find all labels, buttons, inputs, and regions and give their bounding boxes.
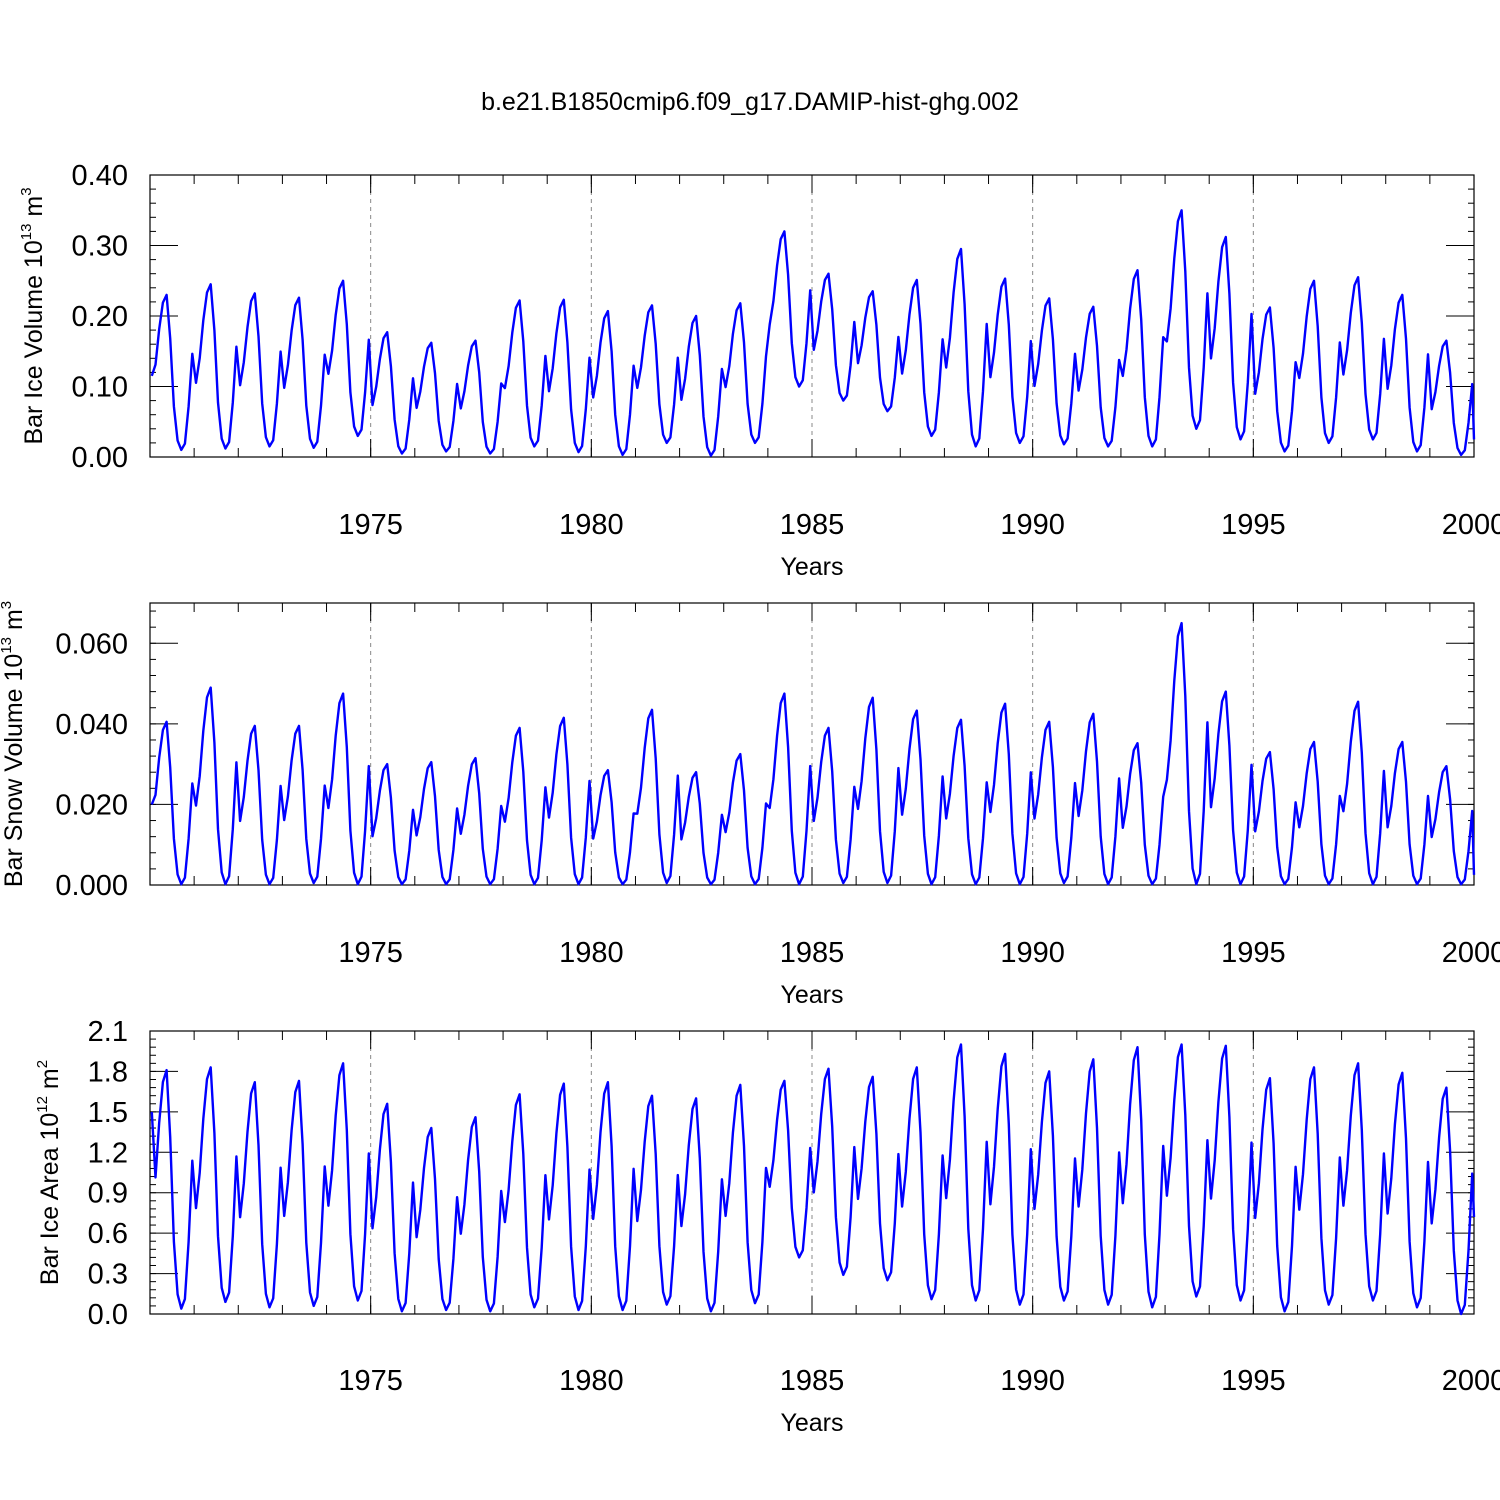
x-tick-label: 1990 <box>1000 509 1065 541</box>
x-tick-label: 2000 <box>1442 509 1500 541</box>
x-axis-title: Years <box>780 553 843 581</box>
y-tick-label: 0.30 <box>72 231 128 263</box>
plot-frame <box>149 602 1475 886</box>
y-tick-label: 0.20 <box>72 301 128 333</box>
snow-volume-panel: 0.000 0.020 0.040 0.060 1975 1980 1985 1990 1995… <box>0 601 1500 1009</box>
y-tick-label: 0.060 <box>55 628 128 660</box>
figure-title: b.e21.B1850cmip6.f09_g17.DAMIP-hist-ghg.… <box>481 88 1019 116</box>
y-tick-label: 0.40 <box>72 160 128 192</box>
x-tick-label: 1985 <box>780 509 845 541</box>
x-tick-label: 1975 <box>338 937 403 969</box>
x-tick-label: 1980 <box>559 509 624 541</box>
x-tick-label: 1995 <box>1221 937 1286 969</box>
y-tick-label: 1.2 <box>88 1137 128 1169</box>
ice-area-series-line <box>150 1043 1476 1316</box>
ice-volume-series-line <box>150 209 1476 457</box>
y-tick-label: 0.000 <box>55 870 128 902</box>
plot-frame <box>149 1030 1475 1315</box>
x-axis-title: Years <box>780 981 843 1009</box>
x-tick-label: 1975 <box>338 509 403 541</box>
ice-volume-panel: 0.00 0.10 0.20 0.30 0.40 1975 1980 1985 1990 1995… <box>18 160 1500 581</box>
x-tick-label: 1995 <box>1221 1365 1286 1397</box>
y-tick-label: 0.10 <box>72 372 128 404</box>
y-tick-label: 0.040 <box>55 709 128 741</box>
x-tick-label: 1985 <box>780 937 845 969</box>
plot-frame <box>149 174 1475 458</box>
y-tick-label: 0.0 <box>88 1299 128 1331</box>
y-tick-label: 0.00 <box>72 442 128 474</box>
x-axis-title: Years <box>780 1409 843 1437</box>
y-tick-label: 1.8 <box>88 1056 128 1088</box>
x-tick-label: 1990 <box>1000 937 1065 969</box>
y-tick-label: 0.3 <box>88 1259 128 1291</box>
x-tick-label: 1980 <box>559 937 624 969</box>
x-tick-label: 1995 <box>1221 509 1286 541</box>
y-axis-title: Bar Snow Volume 1013 m3 <box>0 601 28 887</box>
y-axis-title: Bar Ice Volume 1013 m3 <box>18 187 48 444</box>
x-tick-label: 1985 <box>780 1365 845 1397</box>
y-tick-label: 0.9 <box>88 1178 128 1210</box>
y-tick-label: 1.5 <box>88 1097 128 1129</box>
y-tick-label: 0.6 <box>88 1218 128 1250</box>
snow-volume-series-line <box>150 621 1476 886</box>
y-tick-label: 0.020 <box>55 789 128 821</box>
x-tick-label: 2000 <box>1442 1365 1500 1397</box>
x-tick-label: 2000 <box>1442 937 1500 969</box>
y-axis-title: Bar Ice Area 1012 m2 <box>34 1060 64 1285</box>
y-tick-label: 2.1 <box>88 1016 128 1048</box>
ice-area-panel: 0.0 0.3 0.6 0.9 1.2 1.5 1.8 2.1 1975 1980 1985 1990… <box>34 1016 1500 1437</box>
x-tick-label: 1975 <box>338 1365 403 1397</box>
x-tick-label: 1980 <box>559 1365 624 1397</box>
x-tick-label: 1990 <box>1000 1365 1065 1397</box>
